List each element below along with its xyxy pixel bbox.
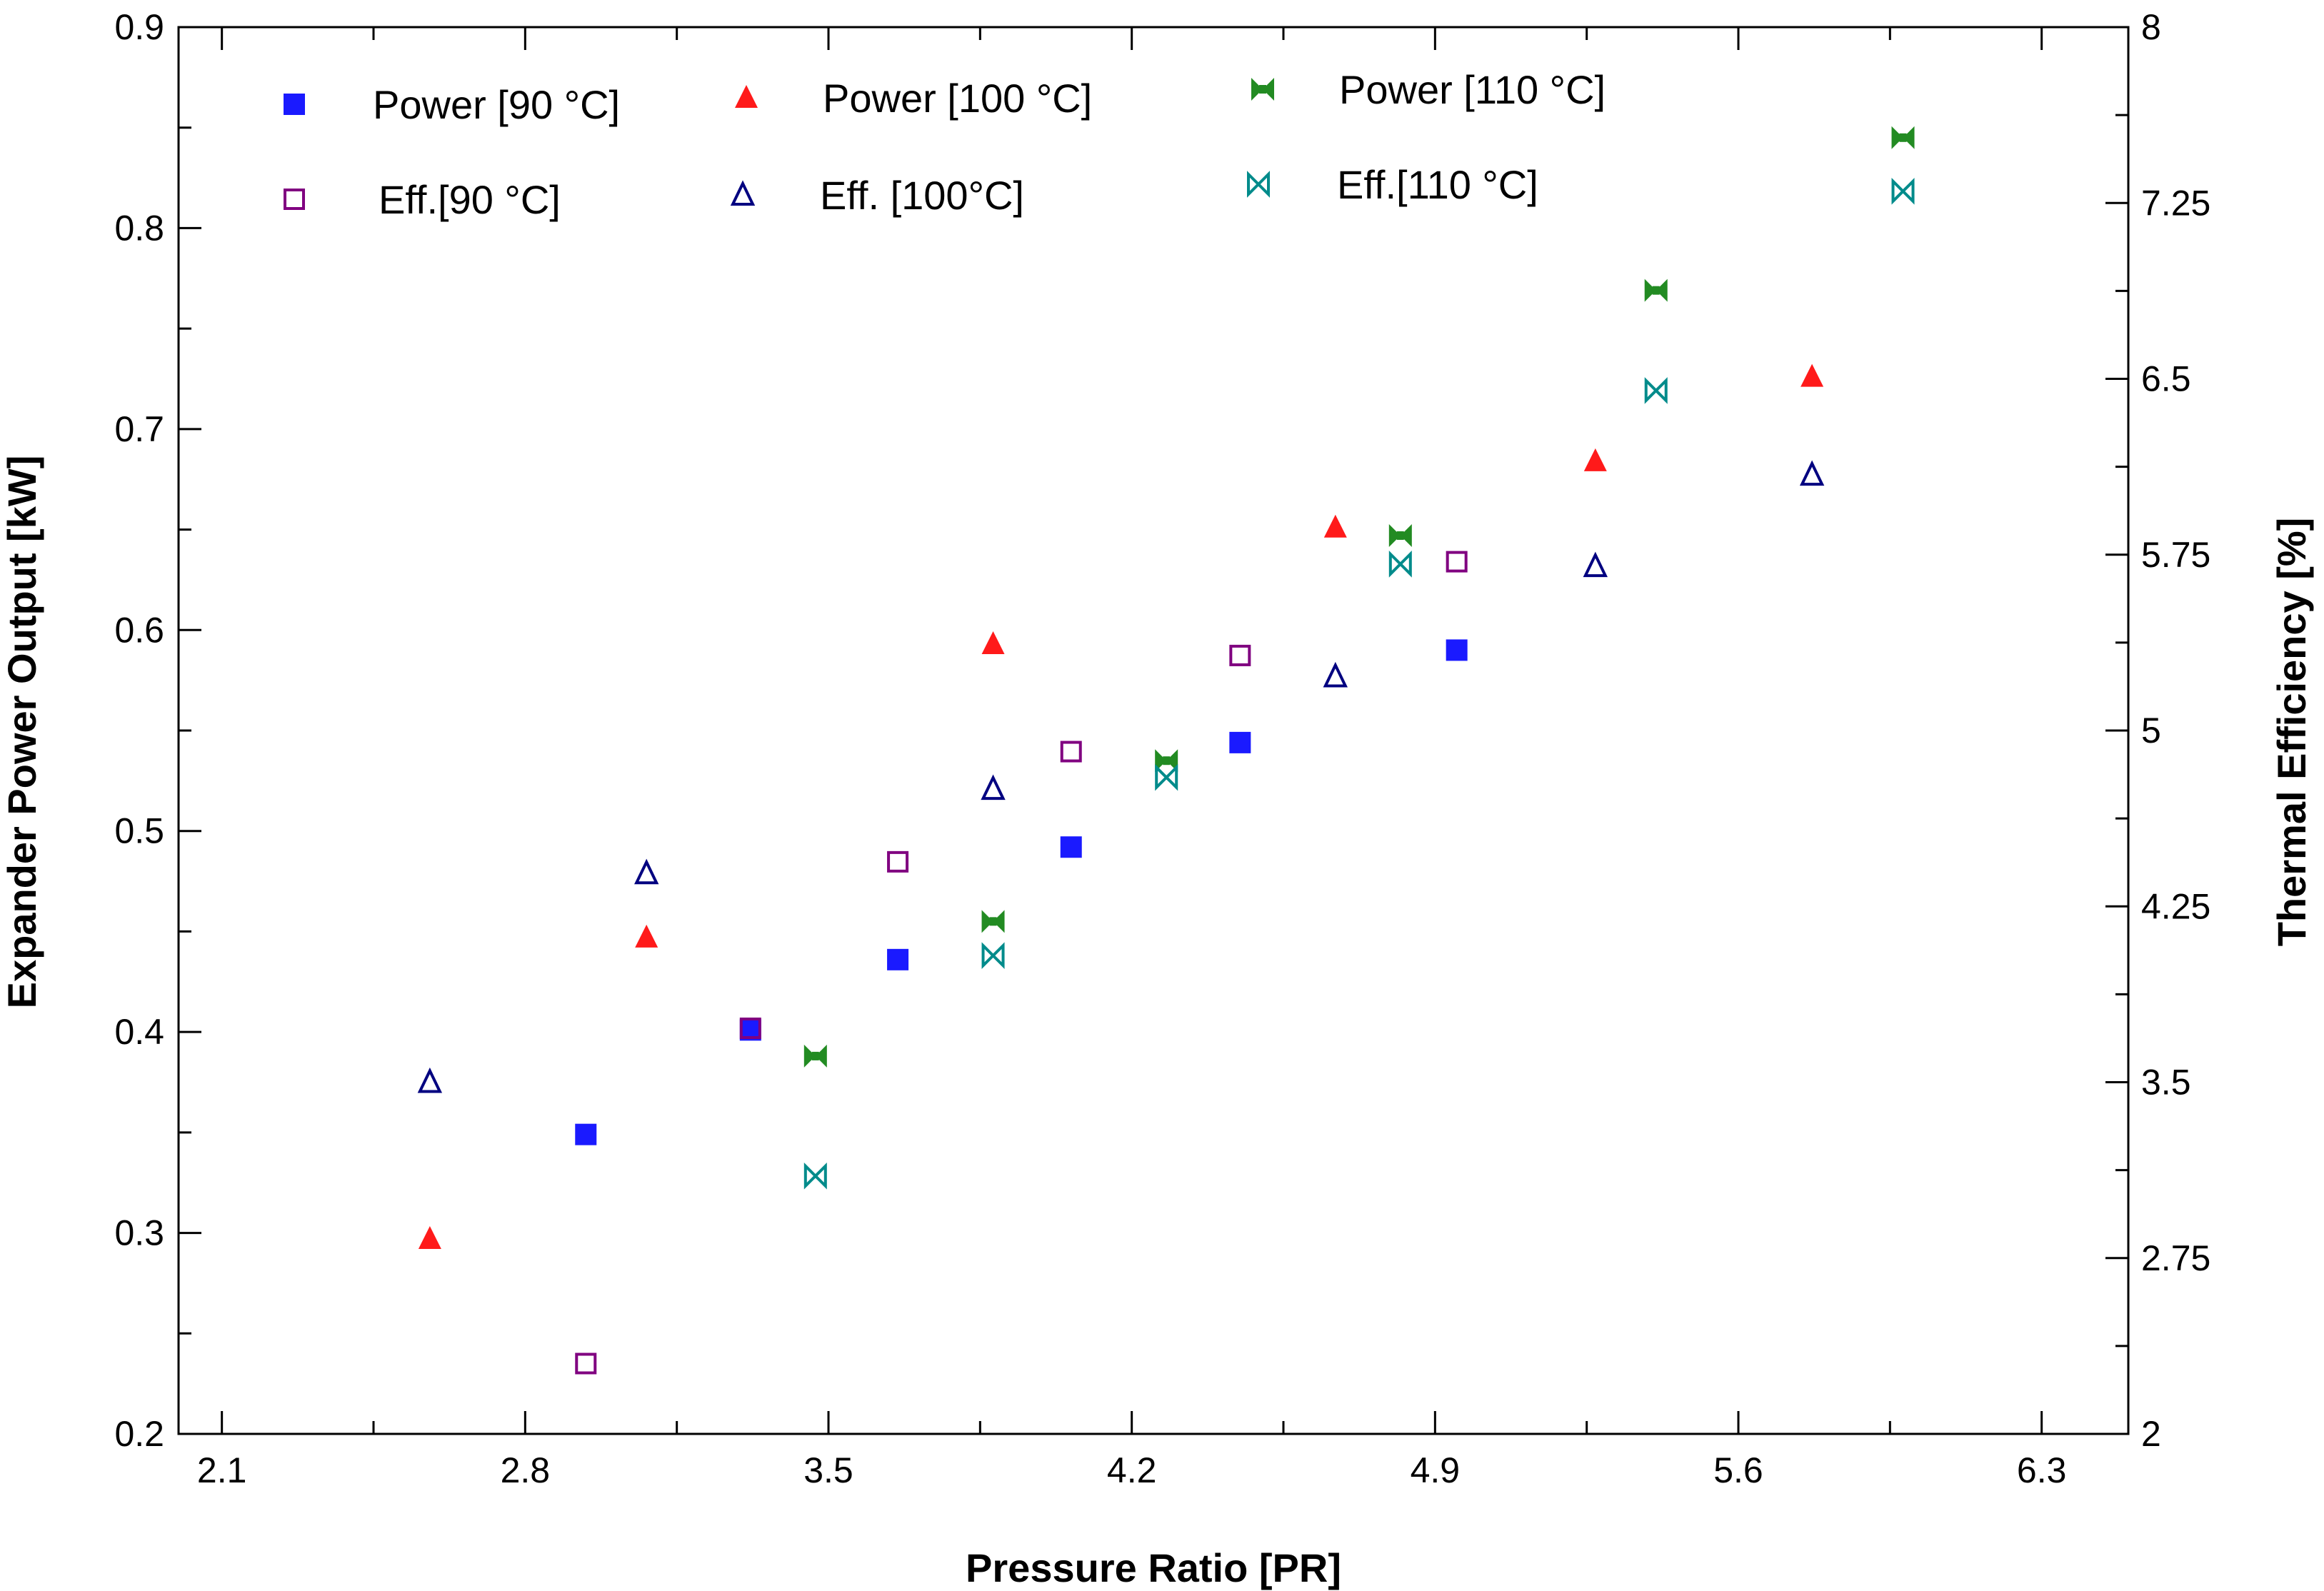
point-series-1	[1323, 514, 1347, 538]
y2-tick-label: 2.75	[2141, 1238, 2210, 1278]
legend-label-power-110: Power [110 °C]	[1339, 67, 1606, 112]
legend-marker-eff-110	[1247, 171, 1270, 198]
point-series-0	[575, 1123, 597, 1145]
legend-label-eff-90: Eff.[90 °C]	[379, 177, 561, 222]
legend-label-power-100: Power [100 °C]	[823, 76, 1092, 121]
y2-axis-title: Thermal Efficiency [%]	[2269, 518, 2314, 947]
y-tick-label: 0.4	[114, 1012, 164, 1052]
legend-marker-eff-90	[284, 189, 305, 210]
legend-label-eff-100: Eff. [100°C]	[820, 173, 1024, 218]
point-series-2	[1644, 278, 1668, 302]
legend-marker-shape	[284, 94, 305, 115]
x-tick-label: 6.3	[2017, 1450, 2067, 1490]
x-tick-label: 5.6	[1713, 1450, 1763, 1490]
legend-marker-shape	[284, 189, 305, 210]
legend-marker-eff-100	[730, 180, 756, 206]
y2-tick-label: 2	[2141, 1414, 2161, 1454]
point-series-4	[981, 774, 1006, 800]
point-series-4	[1583, 551, 1608, 578]
y-tick-label: 0.5	[114, 811, 164, 851]
point-series-4	[634, 858, 659, 885]
point-series-2	[1891, 126, 1915, 149]
point-series-4	[1799, 460, 1825, 486]
point-series-1	[1800, 363, 1824, 387]
point-series-5	[981, 942, 1005, 970]
data-marks	[417, 126, 1915, 1375]
x-tick-label: 3.5	[803, 1450, 853, 1490]
legend-marker-power-110	[1251, 78, 1274, 101]
x-tick-label: 4.9	[1411, 1450, 1461, 1490]
axis-ticks	[179, 26, 2128, 1435]
point-series-2	[803, 1044, 827, 1068]
y2-tick-label: 5.75	[2141, 535, 2210, 575]
y-tick-label: 0.9	[114, 7, 164, 47]
legend-marker-power-100	[735, 85, 758, 108]
point-series-3	[1446, 551, 1468, 573]
point-series-4	[417, 1067, 443, 1093]
point-series-5	[1644, 377, 1668, 404]
point-series-1	[635, 924, 658, 948]
point-series-1	[1583, 448, 1607, 471]
point-series-0	[1060, 836, 1082, 858]
point-series-5	[1155, 763, 1178, 791]
x-tick-label: 2.8	[501, 1450, 551, 1490]
point-series-5	[1891, 178, 1915, 205]
y2-tick-label: 7.25	[2141, 183, 2210, 223]
legend-label-eff-110: Eff.[110 °C]	[1337, 162, 1538, 207]
legend-marker-shape	[735, 85, 758, 108]
y-tick-label: 0.8	[114, 208, 164, 248]
x-tick-label: 2.1	[197, 1450, 247, 1490]
point-series-1	[981, 631, 1005, 654]
y2-tick-label: 3.5	[2141, 1063, 2191, 1103]
y-axis-title: Expander Power Output [kW]	[0, 456, 44, 1009]
y2-tick-label: 8	[2141, 7, 2161, 47]
point-series-3	[575, 1352, 597, 1375]
legend: Power [90 °C] Power [100 °C] Power [110 …	[284, 67, 1606, 222]
y-tick-label: 0.6	[114, 610, 164, 650]
point-series-4	[1323, 661, 1348, 688]
point-series-2	[981, 910, 1005, 933]
y-tick-label: 0.3	[114, 1213, 164, 1253]
x-tick-label: 4.2	[1107, 1450, 1157, 1490]
point-series-3	[1060, 741, 1082, 763]
x-axis-title: Pressure Ratio [PR]	[966, 1545, 1341, 1590]
y-tick-label: 0.7	[114, 409, 164, 449]
point-series-5	[803, 1163, 827, 1190]
point-series-3	[739, 1017, 761, 1039]
point-series-2	[1388, 524, 1412, 548]
point-series-0	[887, 948, 909, 970]
point-series-3	[887, 850, 909, 873]
point-series-1	[418, 1226, 441, 1250]
axis-tick-labels: 2.1 2.8 3.5 4.2 4.9 5.6 6.3 0.2 0.3 0.4 0.5 0.6 0.7 0…	[114, 7, 2210, 1490]
y2-tick-label: 6.5	[2141, 359, 2191, 399]
legend-marker-shape	[1247, 171, 1270, 198]
legend-label-power-90: Power [90 °C]	[373, 82, 620, 127]
legend-marker-power-90	[284, 94, 305, 115]
plot-frame	[177, 26, 2130, 1435]
y2-tick-label: 5	[2141, 711, 2161, 751]
y2-tick-label: 4.25	[2141, 886, 2210, 926]
point-series-0	[1229, 731, 1251, 753]
y-tick-label: 0.2	[114, 1414, 164, 1454]
point-series-0	[1446, 639, 1468, 661]
point-series-5	[1388, 551, 1412, 578]
point-series-2	[1155, 749, 1178, 773]
point-series-3	[1229, 644, 1251, 666]
legend-marker-shape	[1251, 78, 1274, 101]
legend-marker-shape	[730, 180, 756, 206]
